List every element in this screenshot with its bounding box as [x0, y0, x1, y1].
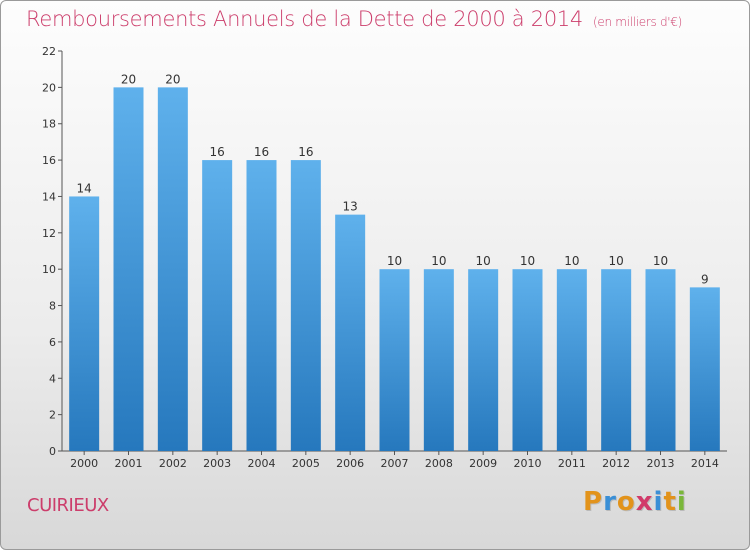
proxiti-logo: Proxiti — [583, 487, 687, 517]
bars — [69, 87, 720, 451]
data-label: 10 — [564, 254, 579, 268]
y-tick-label: 14 — [42, 190, 56, 203]
logo-letter: t — [663, 487, 677, 517]
y-tick-label: 16 — [42, 154, 56, 167]
bar-2005 — [290, 160, 321, 451]
x-tick-label: 2005 — [292, 457, 320, 470]
y-tick-label: 8 — [49, 300, 56, 313]
x-tick-label: 2011 — [558, 457, 586, 470]
data-labels: 14 20 20 16 16 16 13 10 10 10 10 10 10 10 9 — [77, 72, 709, 286]
data-label: 16 — [254, 145, 269, 159]
x-tick-label: 2006 — [336, 457, 364, 470]
data-label: 10 — [609, 254, 624, 268]
y-tick-label: 12 — [42, 227, 56, 240]
x-tick-label: 2001 — [115, 457, 143, 470]
chart-title: Remboursements Annuels de la Dette de 20… — [26, 7, 682, 31]
bar-2002 — [157, 87, 188, 451]
x-tick-label: 2004 — [248, 457, 276, 470]
x-tick-label: 2009 — [469, 457, 497, 470]
x-tick-label: 2013 — [647, 457, 675, 470]
bar-2003 — [202, 160, 233, 451]
bar-2011 — [556, 269, 587, 451]
bar-2014 — [689, 287, 720, 451]
logo-letter: i — [653, 487, 664, 517]
bar-2008 — [423, 269, 454, 451]
data-label: 14 — [77, 181, 92, 195]
chart-subtitle: (en milliers d'€) — [593, 15, 683, 29]
y-tick-label: 2 — [49, 409, 56, 422]
bar-2013 — [645, 269, 676, 451]
y-tick-label: 18 — [42, 118, 56, 131]
bar-2004 — [246, 160, 277, 451]
y-tick-label: 20 — [42, 81, 56, 94]
data-label: 10 — [653, 254, 668, 268]
bar-2009 — [468, 269, 499, 451]
bar-2007 — [379, 269, 410, 451]
bar-2012 — [601, 269, 632, 451]
data-label: 13 — [343, 200, 358, 214]
data-label: 10 — [520, 254, 535, 268]
x-tick-label: 2002 — [159, 457, 187, 470]
axes: 0 2 4 6 8 10 12 14 16 18 20 22 2000 2001 2002 2003 2004 2… — [42, 45, 727, 470]
logo-letter: i — [676, 487, 687, 517]
logo-letter: P — [583, 487, 604, 517]
data-label: 10 — [431, 254, 446, 268]
bar-2000 — [69, 196, 100, 451]
logo-letter: x — [635, 487, 654, 517]
x-tick-label: 2012 — [602, 457, 630, 470]
data-label: 20 — [165, 72, 180, 86]
y-tick-label: 0 — [49, 445, 56, 458]
x-tick-label: 2008 — [425, 457, 453, 470]
x-tick-label: 2010 — [514, 457, 542, 470]
x-tick-label: 2003 — [203, 457, 231, 470]
y-tick-label: 10 — [42, 263, 56, 276]
x-tick-label: 2000 — [70, 457, 98, 470]
location-name: CUIRIEUX — [27, 495, 109, 516]
bar-2006 — [335, 214, 366, 451]
data-label: 16 — [298, 145, 313, 159]
bar-2010 — [512, 269, 543, 451]
y-tick-label: 4 — [49, 372, 56, 385]
logo-letter: r — [603, 487, 617, 517]
data-label: 20 — [121, 72, 136, 86]
bar-2001 — [113, 87, 144, 451]
data-label: 16 — [210, 145, 225, 159]
data-label: 10 — [476, 254, 491, 268]
y-tick-label: 22 — [42, 45, 56, 58]
x-tick-label: 2007 — [381, 457, 409, 470]
data-label: 10 — [387, 254, 402, 268]
logo-letter: o — [616, 487, 636, 517]
x-tick-label: 2014 — [691, 457, 719, 470]
chart-title-text: Remboursements Annuels de la Dette de 20… — [26, 7, 583, 31]
y-tick-label: 6 — [49, 336, 56, 349]
data-label: 9 — [701, 272, 709, 286]
